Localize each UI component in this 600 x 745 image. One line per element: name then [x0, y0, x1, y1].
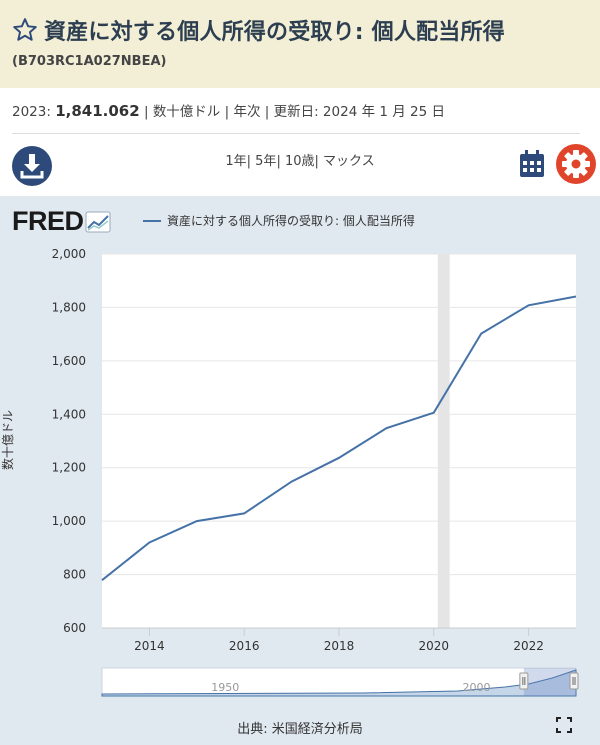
- x-tick-label: 2020: [419, 639, 450, 653]
- title-row: 資産に対する個人所得の受取り: 個人配当所得: [12, 14, 505, 46]
- frequency-label: 年次: [233, 104, 261, 120]
- y-tick-label: 1,000: [52, 514, 86, 528]
- updated-label: 更新日: 2024 年 1 月 25 日: [273, 104, 446, 120]
- source-label: 出典: 米国経済分析局: [237, 722, 363, 737]
- series-line: [101, 295, 577, 581]
- calendar-icon[interactable]: [519, 150, 545, 178]
- navigator-handle-right[interactable]: [569, 672, 579, 690]
- chart-toolbar: 1年| 5年| 10歳| マックス: [0, 134, 600, 194]
- plot-background: [102, 254, 576, 628]
- x-tick-label: 2018: [324, 639, 355, 653]
- range-navigator[interactable]: 1950 2000: [101, 667, 579, 697]
- plot-area: [102, 254, 576, 628]
- recession-bar: [437, 254, 450, 628]
- recession-shading: [437, 254, 450, 628]
- navigator-label: 2000: [462, 681, 490, 694]
- range-5y[interactable]: 5年: [255, 154, 277, 169]
- x-axis-ticks: 2014 2016 2018 2020 2022: [102, 627, 576, 653]
- navigator-series: [101, 669, 577, 697]
- page-title: 資産に対する個人所得の受取り: 個人配当所得: [44, 20, 505, 45]
- range-selector: 1年| 5年| 10歳| マックス: [225, 154, 375, 169]
- chart-legend: 資産に対する個人所得の受取り: 個人配当所得: [143, 212, 415, 229]
- legend-swatch: [143, 219, 161, 222]
- y-tick-label: 600: [63, 621, 86, 635]
- navigator-handle-left[interactable]: [519, 672, 529, 690]
- legend-label: 資産に対する個人所得の受取り: 個人配当所得: [167, 214, 415, 228]
- observation-value: 1,841.062: [55, 102, 140, 120]
- y-tick-label: 1,600: [52, 354, 86, 368]
- y-tick-label: 2,000: [52, 247, 86, 261]
- y-tick-label: 1,200: [52, 461, 86, 475]
- meta-separator: |: [139, 104, 153, 120]
- x-tick-label: 2014: [134, 639, 165, 653]
- gear-icon: [562, 150, 590, 178]
- meta-separator: |: [260, 104, 274, 120]
- y-tick-label: 800: [63, 568, 86, 582]
- settings-button[interactable]: [556, 144, 596, 184]
- fullscreen-icon[interactable]: [556, 717, 572, 733]
- fred-logo: FRED: [12, 206, 112, 237]
- y-tick-label: 1,800: [52, 300, 86, 314]
- series-id: (B703RC1A027NBEA): [12, 54, 167, 69]
- y-tick-label: 1,400: [52, 407, 86, 421]
- download-button[interactable]: [12, 146, 52, 186]
- navigator-label: 1950: [211, 681, 239, 694]
- range-10y[interactable]: 10歳: [284, 154, 315, 169]
- fred-chart-icon: [85, 211, 110, 232]
- download-icon: [20, 154, 44, 179]
- navigator-selection: [523, 668, 576, 696]
- x-tick-label: 2022: [513, 639, 544, 653]
- range-1y[interactable]: 1年: [225, 154, 247, 169]
- meta-separator: |: [220, 104, 234, 120]
- series-header: 資産に対する個人所得の受取り: 個人配当所得 (B703RC1A027NBEA): [0, 0, 600, 88]
- x-tick-label: 2016: [229, 639, 260, 653]
- y-axis-ticks: 600 800 1,000 1,200 1,400 1,600 1,800 2,000: [52, 247, 86, 635]
- range-max[interactable]: マックス: [323, 154, 375, 169]
- series-meta: 2023: 1,841.062 | 数十億ドル | 年次 | 更新日: 2024…: [12, 100, 445, 120]
- units-label: 数十億ドル: [152, 104, 221, 120]
- y-axis-label: 数十億ドル: [0, 410, 15, 470]
- star-icon[interactable]: [12, 17, 38, 43]
- divider: [12, 133, 580, 134]
- observation-year: 2023:: [12, 104, 51, 120]
